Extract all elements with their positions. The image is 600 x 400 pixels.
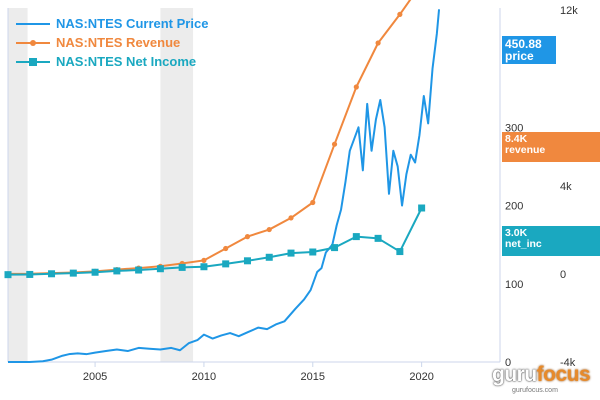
revenue-value-tag: 8.4K revenue [502,132,600,162]
net-income-point-8 [178,263,186,271]
axes [7,8,501,367]
revenue-tag-value: 8.4K [505,133,528,145]
revenue-point-16 [353,84,359,90]
legend-item-price[interactable]: NAS:NTES Current Price [16,14,208,33]
revenue-point-11 [244,234,251,240]
legend-swatch-revenue [16,37,50,49]
watermark-url: gurufocus.com [512,387,558,394]
series-line-2 [7,207,423,276]
legend-swatch-price [16,18,50,30]
legend-label-price: NAS:NTES Current Price [56,16,209,31]
net-income-point-13 [287,249,295,257]
net-income-point-7 [156,265,164,273]
y-right-tick-label-1: 0 [560,269,566,281]
net-income-tag-label: net_inc [505,238,542,250]
net-income-tag-value: 3.0K [505,227,528,239]
net-income-point-10 [222,260,230,268]
legend-swatch-net-income [16,56,50,68]
legend: NAS:NTES Current Price NAS:NTES Revenue … [16,14,208,71]
price-tag-value: 450.88 [505,37,542,51]
revenue-point-17 [375,40,381,46]
net-income-point-4 [91,268,99,276]
price-tag-label: price [505,49,534,63]
net-income-point-19 [418,204,426,212]
y-left-tick-label-100: 100 [505,279,523,291]
net-income-point-9 [200,263,208,271]
net-income-point-11 [243,257,251,265]
shaded-period-1 [160,8,194,362]
y-right-tick-label-3: 12k [560,5,578,17]
net-income-point-14 [309,248,317,256]
y-left-tick-label-0: 0 [505,357,511,369]
x-tick-label-2020: 2020 [409,371,433,383]
y-left-tick-label-200: 200 [505,201,523,213]
price-value-tag: 450.88 price [502,36,556,64]
net-income-point-0 [4,271,12,279]
revenue-point-13 [288,215,294,221]
legend-label-revenue: NAS:NTES Revenue [56,35,181,50]
x-tick-label-2010: 2010 [192,371,216,383]
revenue-point-15 [331,141,338,147]
net-income-point-15 [331,244,339,252]
net-income-point-12 [265,253,273,261]
net-income-point-2 [48,270,56,278]
net-income-point-1 [26,270,34,278]
series-line-0 [8,9,441,363]
revenue-point-14 [310,199,316,206]
net-income-point-18 [396,248,404,256]
x-tick-label-2005: 2005 [83,371,107,383]
revenue-point-18 [397,11,403,17]
revenue-point-10 [223,245,229,252]
net-income-point-3 [69,269,77,277]
revenue-point-9 [201,257,207,263]
gurufocus-watermark: gurufocus [492,363,591,387]
net-income-point-16 [352,233,360,241]
series-lines [4,0,441,363]
legend-item-revenue[interactable]: NAS:NTES Revenue [16,33,208,52]
legend-item-net-income[interactable]: NAS:NTES Net Income [16,52,208,71]
revenue-point-12 [266,226,272,233]
y-right-tick-label-0: -4k [560,357,576,369]
y-right-tick-label-2: 4k [560,181,572,193]
net-income-point-6 [135,266,143,274]
y-left-tick-label-300: 300 [505,122,523,134]
legend-label-net-income: NAS:NTES Net Income [56,54,197,69]
revenue-tag-label: revenue [505,144,546,156]
watermark-guru: guru [492,363,537,386]
net-income-value-tag: 3.0K net_inc [502,226,600,256]
net-income-point-5 [113,267,121,275]
watermark-focus: focus [536,363,591,386]
x-tick-label-2015: 2015 [301,371,325,383]
net-income-point-17 [374,234,382,242]
